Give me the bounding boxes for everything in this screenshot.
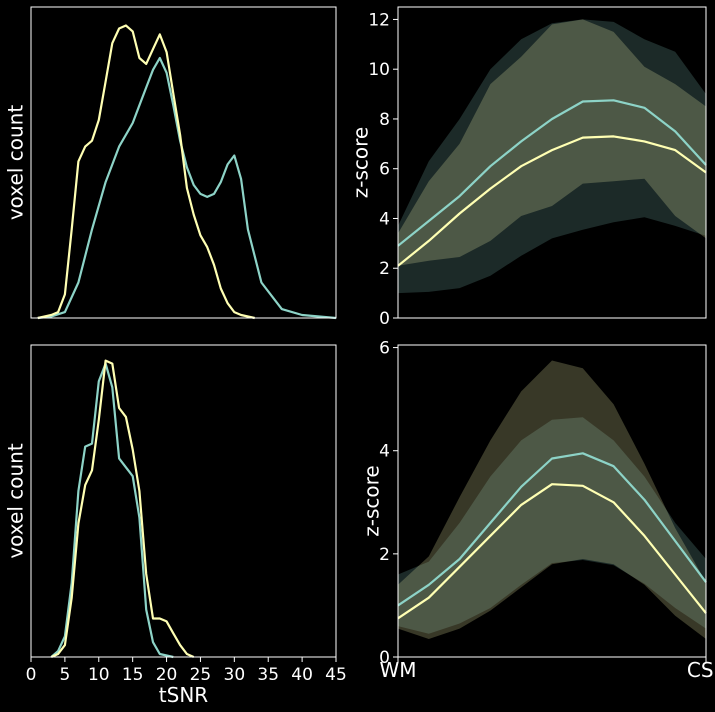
- panel-top-right: 0 2 4 6 8 10 12 z-score: [349, 6, 707, 329]
- top-right-ytick-label: 2: [379, 259, 390, 279]
- bottom-right-band-teal: [398, 417, 706, 634]
- top-right-ytick-label: 4: [379, 209, 390, 229]
- bottom-left-xlabel: tSNR: [159, 683, 208, 707]
- top-right-ytick-label: 12: [368, 10, 390, 30]
- bottom-left-density-line-yellow: [50, 359, 195, 659]
- bottom-right-ylabel: z-score: [360, 465, 384, 536]
- bottom-left-ylabel: voxel count: [4, 443, 28, 558]
- bottom-right-frame: [397, 344, 707, 658]
- bottom-left-xtick-label: 30: [224, 665, 246, 685]
- top-right-ytick-label: 6: [379, 160, 390, 180]
- bottom-right-mean-line-yellow: [397, 483, 707, 620]
- bottom-right-ytick-label: 4: [379, 442, 390, 462]
- bottom-left-xtick-label: 35: [257, 665, 279, 685]
- bottom-right-xtick-label-wm: WM: [379, 658, 416, 682]
- panel-top-left: voxel count: [4, 6, 337, 320]
- top-right-band-yellow: [398, 19, 706, 266]
- bottom-left-xtick-label: 5: [59, 665, 70, 685]
- bottom-left-xtick-label: 20: [156, 665, 178, 685]
- top-right-band-teal: [398, 19, 706, 294]
- top-left-frame: [30, 6, 337, 319]
- top-right-mean-line-teal: [397, 99, 707, 247]
- bottom-left-xtick-label: 15: [122, 665, 144, 685]
- top-right-ytick-label: 10: [368, 60, 390, 80]
- bottom-left-xtick-label: 0: [26, 665, 37, 685]
- panel-bottom-right: 0 2 4 6 WM CSF z-score: [360, 339, 715, 682]
- bottom-left-xtick-label: 45: [325, 665, 347, 685]
- top-right-frame: [397, 6, 707, 319]
- top-left-ylabel: voxel count: [4, 105, 28, 220]
- bottom-left-xtick-label: 10: [88, 665, 110, 685]
- bottom-right-ytick-label: 2: [379, 545, 390, 565]
- top-right-ylabel: z-score: [349, 127, 373, 198]
- top-right-ytick-label: 0: [379, 309, 390, 329]
- bottom-right-mean-line-teal: [397, 452, 707, 607]
- panel-bottom-left: 0 5 10 15 20 25 30 35 40 45 voxel count tSNR: [4, 344, 347, 707]
- top-right-ytick-label: 8: [379, 110, 390, 130]
- top-right-mean-line-yellow: [397, 135, 707, 267]
- bottom-right-ytick-label: 0: [379, 648, 390, 668]
- bottom-left-frame: [30, 344, 337, 658]
- bottom-left-xtick-label: 40: [291, 665, 313, 685]
- bottom-left-xtick-label: 25: [190, 665, 212, 685]
- top-left-density-line-yellow: [37, 24, 255, 320]
- bottom-left-density-line-teal: [50, 362, 174, 659]
- bottom-right-band-yellow: [398, 360, 706, 639]
- bottom-right-ytick-label: 6: [379, 339, 390, 359]
- bottom-right-xtick-label-csf: CSF: [687, 658, 715, 682]
